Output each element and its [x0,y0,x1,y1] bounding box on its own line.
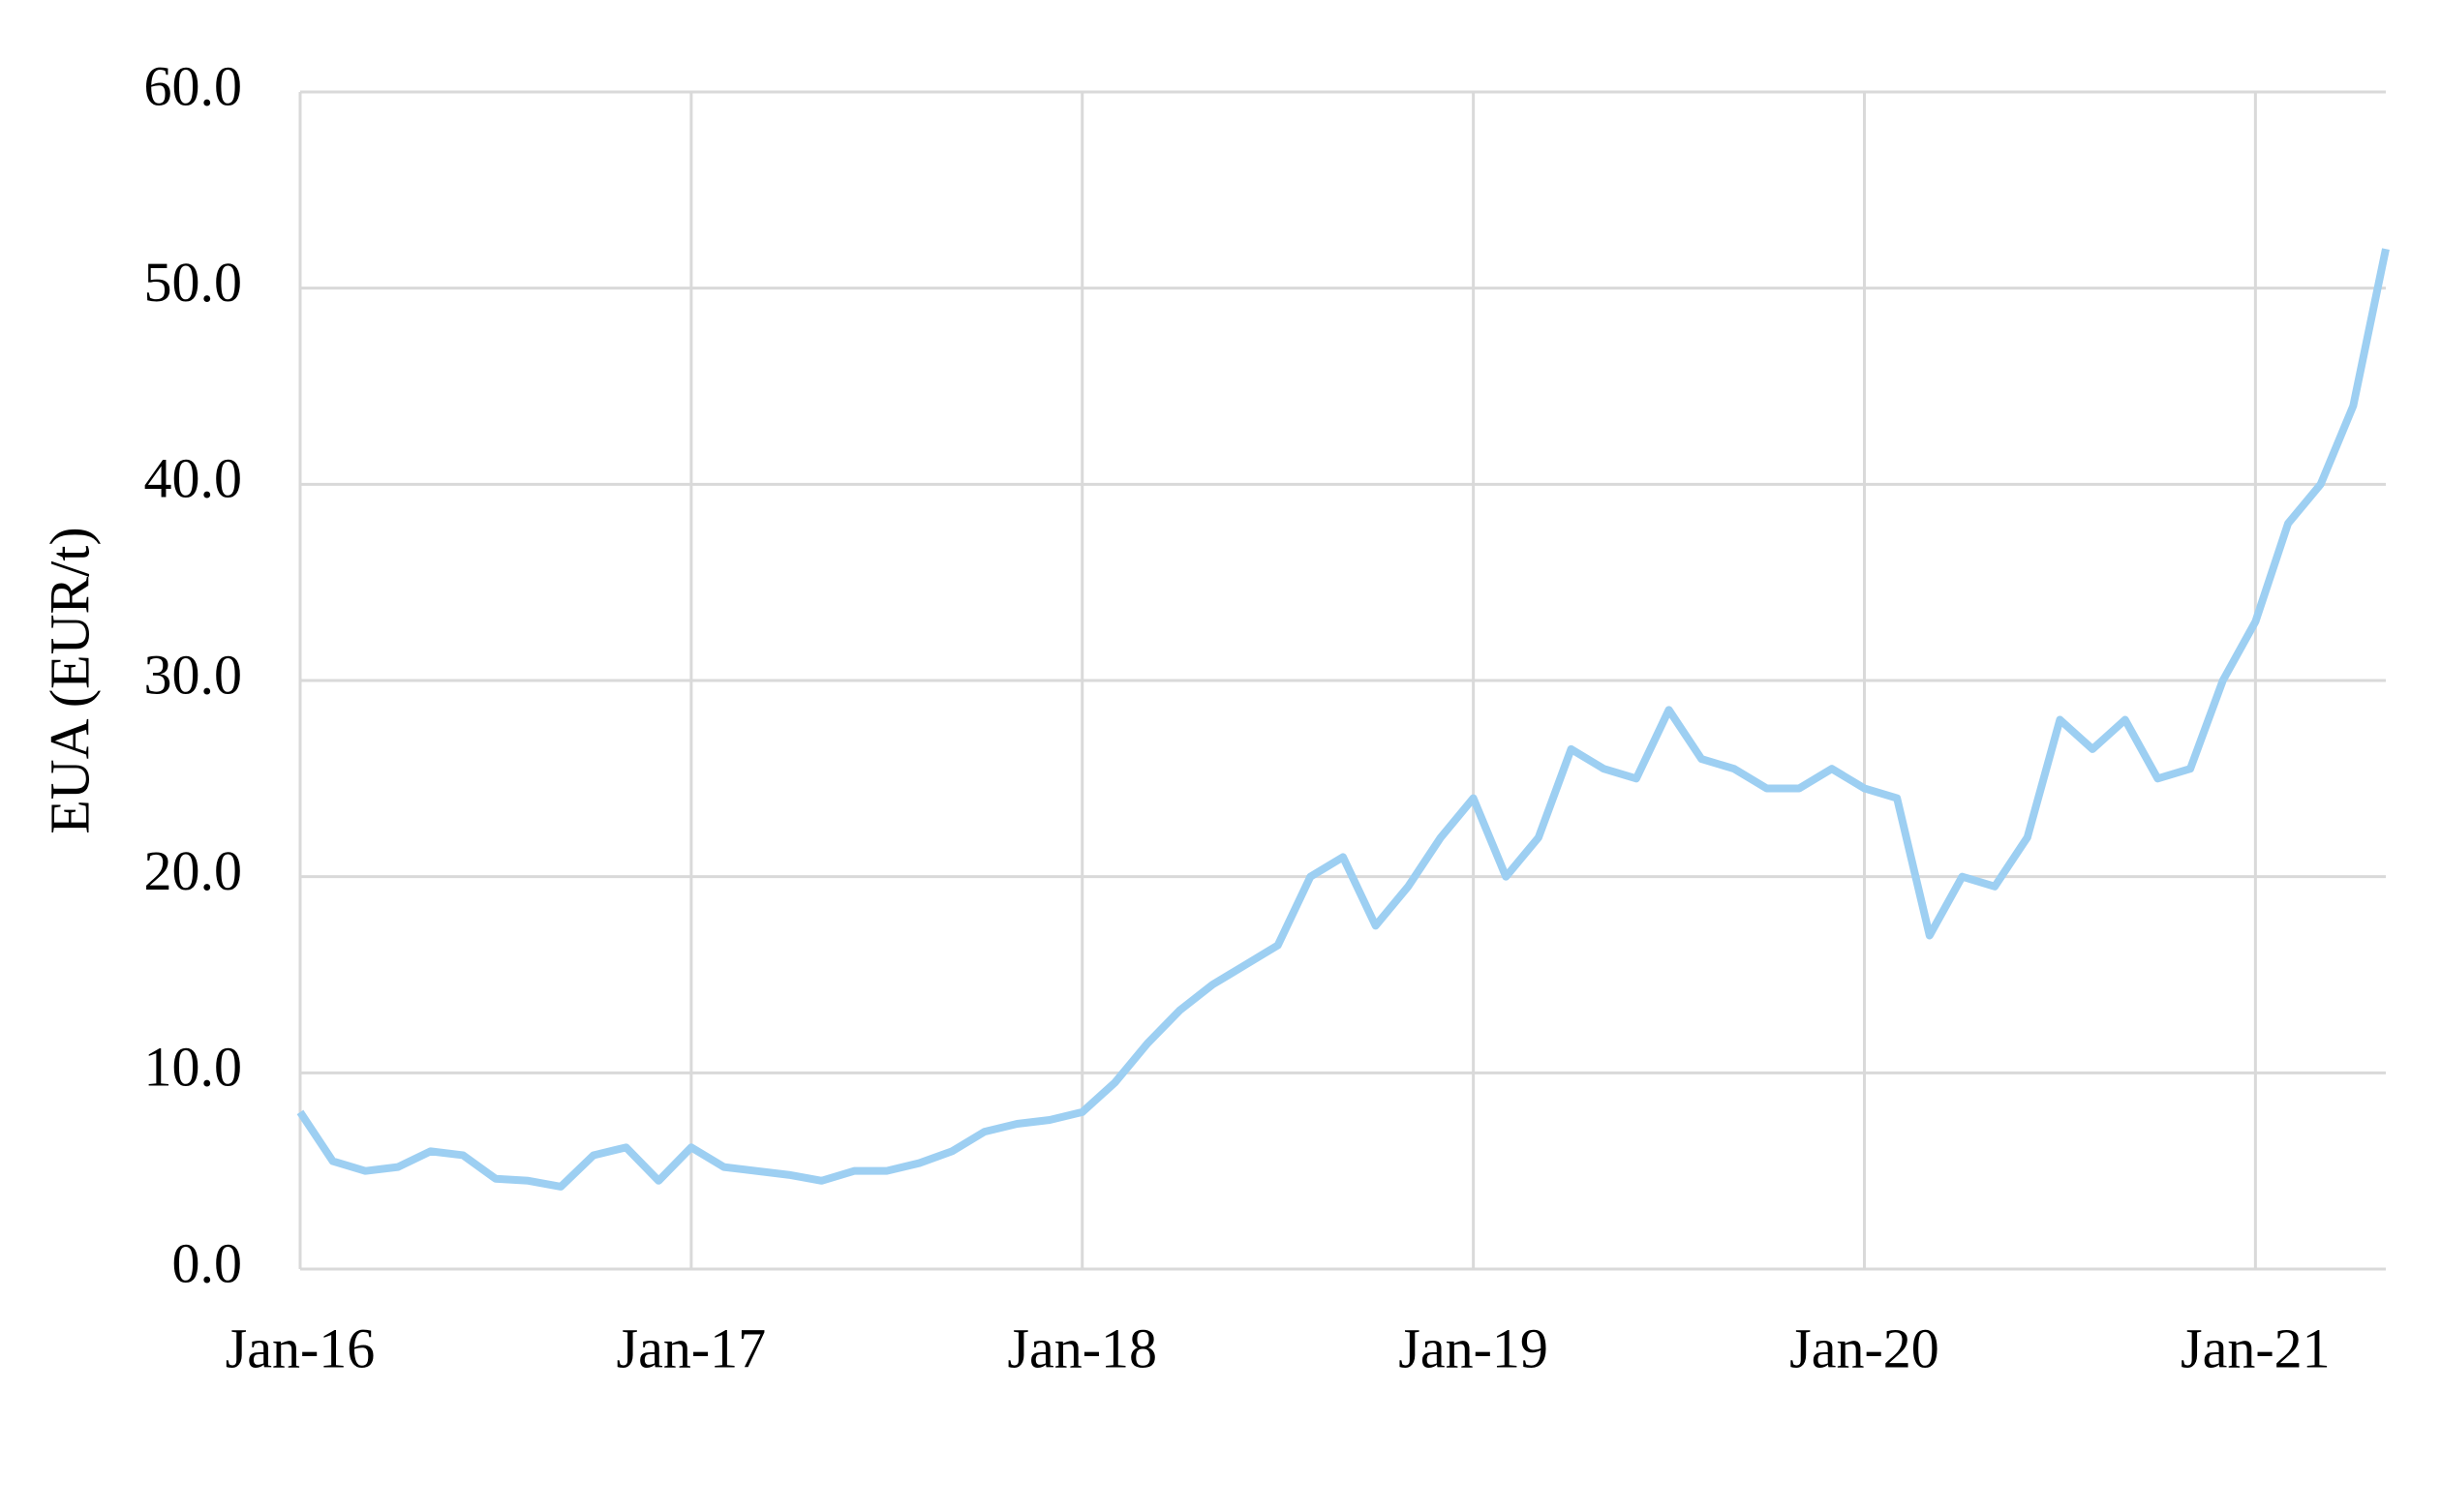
y-tick-label: 0.0 [172,1231,243,1294]
y-tick-label: 10.0 [144,1036,243,1099]
y-axis-label: EUA (EUR/t) [38,527,101,833]
x-tick-label: Jan-17 [617,1316,767,1379]
y-tick-label: 20.0 [144,839,243,902]
x-tick-label: Jan-16 [226,1316,376,1379]
x-tick-label: Jan-18 [1007,1316,1157,1379]
y-tick-label: 60.0 [144,54,243,117]
y-tick-label: 40.0 [144,447,243,510]
x-tick-label: Jan-21 [2181,1316,2331,1379]
line [296,248,2390,1191]
y-tick-label: 30.0 [144,643,243,706]
x-tick-label: Jan-20 [1789,1316,1939,1379]
y-tick-label: 50.0 [144,251,243,314]
x-tick-label: Jan-19 [1398,1316,1548,1379]
